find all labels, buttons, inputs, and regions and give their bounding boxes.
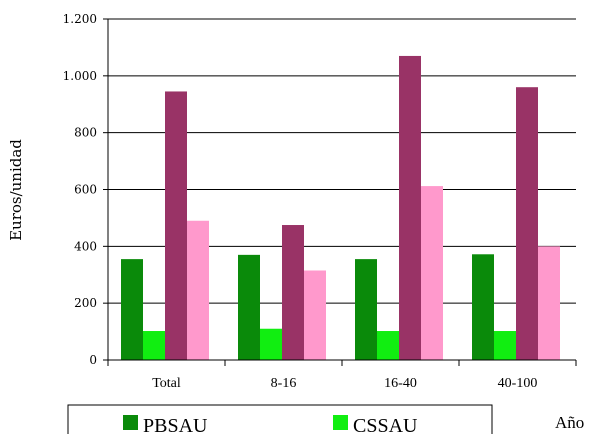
legend-box [67,404,493,434]
x-tick-label-0: Total [152,376,181,391]
side-label-ano: Año [555,413,584,432]
x-tick-label-1: 8-16 [271,376,297,391]
bar-cssau-40-100 [494,331,516,360]
y-tick-label-2: 400 [74,239,97,253]
bar-series4-total [187,220,209,360]
axes [103,18,577,366]
legend-swatch-pbsau [123,415,138,430]
bar-series3-8-16 [282,225,304,360]
bar-cssau-16-40 [377,331,399,360]
bar-series3-total [165,91,187,361]
y-tick-label-3: 600 [74,183,97,197]
bar-pbsau-8-16 [238,254,260,360]
y-tick-label-4: 800 [74,126,97,140]
y-axis-label: Euros/unidad [7,139,25,241]
bar-series3-40-100 [516,87,538,360]
y-tick-label-6: 1.200 [63,12,97,26]
y-tick-label-1: 200 [74,296,97,310]
x-tick-labels: Total 8-16 16-40 40-100 [152,376,537,391]
bar-pbsau-16-40 [355,259,377,360]
bar-pbsau-40-100 [472,254,494,360]
legend: PBSAU CSSAU [67,404,493,434]
y-tick-label-5: 1.000 [63,69,97,83]
x-tick-label-2: 16-40 [384,376,417,391]
legend-label-cssau: CSSAU [353,415,418,434]
bar-series3-16-40 [399,55,421,361]
bar-cssau-total [143,331,165,360]
y-tick-label-0: 0 [89,353,97,367]
bar-series4-16-40 [421,186,443,360]
bar-series4-8-16 [304,270,326,360]
x-tick-label-3: 40-100 [498,376,538,391]
bar-pbsau-total [121,259,143,360]
legend-swatch-cssau [333,415,348,430]
bars-layer [121,55,560,361]
legend-label-pbsau: PBSAU [143,415,208,434]
bar-series4-40-100 [538,246,560,360]
bar-cssau-8-16 [260,328,282,360]
y-tick-labels: 0 200 400 600 800 1.000 1.200 [63,12,97,367]
